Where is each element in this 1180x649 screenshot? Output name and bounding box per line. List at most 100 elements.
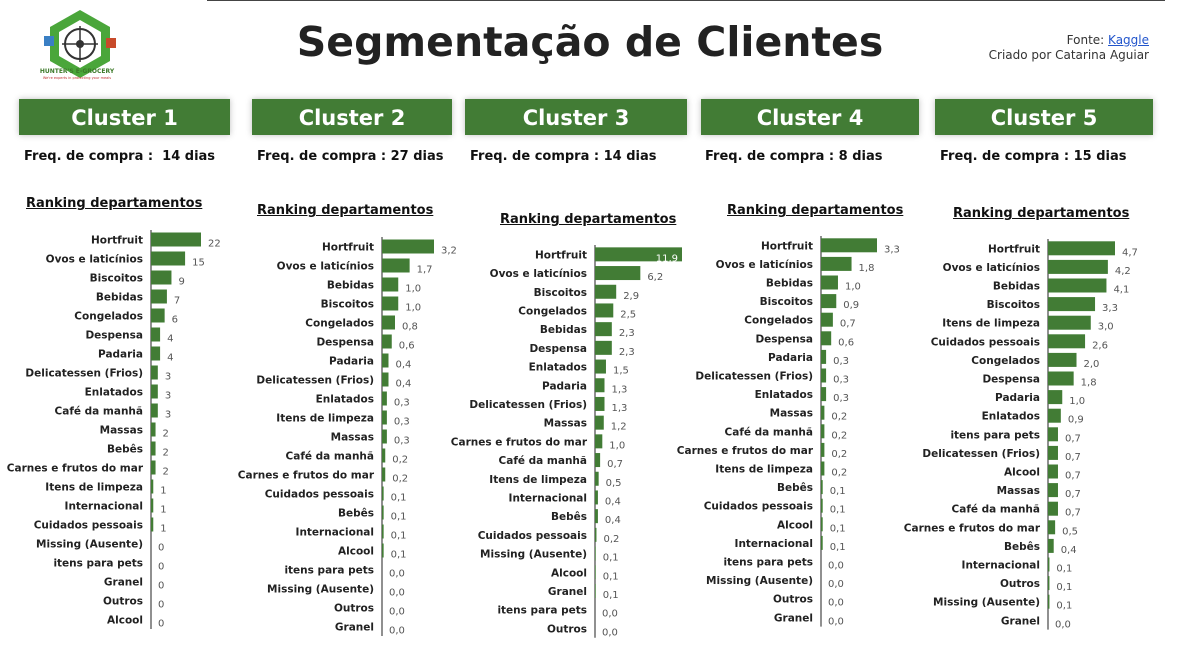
cluster-1-category-label: Despensa bbox=[85, 330, 143, 342]
cluster-3-category-label: Hortfruit bbox=[535, 249, 587, 261]
cluster-1-category-label: Massas bbox=[100, 425, 143, 437]
cluster-1-value-label: 4 bbox=[167, 353, 173, 364]
cluster-4-category-label: Café da manhã bbox=[725, 426, 813, 438]
cluster-4-value-label: 0,6 bbox=[838, 337, 854, 348]
cluster-3-value-label: 0,0 bbox=[602, 609, 618, 620]
cluster-5-category-label: Bebidas bbox=[993, 281, 1040, 293]
cluster-1-bar bbox=[151, 384, 158, 399]
cluster-2-category-label: Missing (Ausente) bbox=[267, 584, 374, 596]
cluster-1-category-label: Outros bbox=[103, 596, 143, 608]
cluster-4-category-label: Padaria bbox=[768, 352, 813, 364]
cluster-1-bar bbox=[151, 422, 156, 437]
cluster-2-bar bbox=[382, 258, 410, 273]
cluster-4-bar bbox=[821, 480, 823, 495]
cluster-2-bar bbox=[382, 353, 389, 368]
cluster-3-bar bbox=[595, 266, 641, 281]
cluster-3-freq: Freq. de compra : 14 dias bbox=[470, 149, 657, 164]
cluster-5-category-label: Itens de limpeza bbox=[942, 318, 1040, 330]
cluster-5-header: Cluster 5 bbox=[935, 99, 1153, 135]
cluster-3-category-label: Biscoitos bbox=[534, 287, 587, 299]
cluster-4-bar bbox=[821, 256, 852, 271]
cluster-2-value-label: 0,3 bbox=[394, 417, 410, 428]
cluster-3-value-label: 2,3 bbox=[619, 328, 635, 339]
cluster-4-value-label: 0,7 bbox=[840, 319, 856, 330]
cluster-2-category-label: Itens de limpeza bbox=[276, 413, 374, 425]
kaggle-link[interactable]: Kaggle bbox=[1108, 33, 1149, 47]
cluster-1-value-label: 3 bbox=[165, 410, 171, 421]
cluster-1-value-label: 0 bbox=[158, 619, 164, 630]
cluster-4-category-label: Granel bbox=[774, 612, 813, 624]
cluster-3-value-label: 0,1 bbox=[603, 571, 619, 582]
cluster-3-bar bbox=[595, 453, 601, 468]
cluster-2-bar bbox=[382, 467, 386, 482]
cluster-2-value-label: 0,1 bbox=[391, 550, 407, 561]
cluster-3-bar bbox=[595, 583, 596, 598]
cluster-2-value-label: 0,3 bbox=[394, 436, 410, 447]
cluster-5-bar bbox=[1048, 278, 1107, 293]
cluster-3-bar bbox=[595, 415, 604, 430]
cluster-4-value-label: 3,3 bbox=[884, 244, 900, 255]
cluster-1-bar bbox=[151, 517, 154, 532]
cluster-4-value-label: 0,1 bbox=[830, 523, 846, 534]
cluster-4-bar bbox=[821, 535, 823, 550]
hunters-grocery-logo bbox=[44, 10, 116, 78]
cluster-4-value-label: 1,8 bbox=[859, 263, 875, 274]
cluster-2-value-label: 0,0 bbox=[389, 626, 405, 637]
cluster-2-value-label: 0,8 bbox=[402, 322, 418, 333]
cluster-3-category-label: Ovos e laticínios bbox=[490, 268, 587, 280]
cluster-2-bar bbox=[382, 239, 434, 254]
cluster-5-bar bbox=[1048, 334, 1086, 349]
cluster-2-ranking-title: Ranking departamentos bbox=[257, 203, 434, 218]
cluster-2-bar bbox=[382, 505, 384, 520]
cluster-4-freq: Freq. de compra : 8 dias bbox=[705, 149, 883, 164]
cluster-2-value-label: 0,2 bbox=[392, 474, 408, 485]
cluster-5-value-label: 0,1 bbox=[1056, 601, 1072, 612]
cluster-3-category-label: Internacional bbox=[509, 492, 587, 504]
cluster-2-category-label: Despensa bbox=[316, 337, 374, 349]
cluster-3-category-label: Delicatessen (Frios) bbox=[469, 399, 587, 411]
cluster-3-bar bbox=[595, 340, 612, 355]
cluster-2-value-label: 1,7 bbox=[417, 265, 433, 276]
cluster-1-freq: Freq. de compra : 14 dias bbox=[24, 149, 216, 164]
cluster-4-category-label: Despensa bbox=[755, 333, 813, 345]
cluster-3-bar bbox=[595, 396, 605, 411]
cluster-2-category-label: Congelados bbox=[305, 318, 374, 330]
cluster-1-value-label: 7 bbox=[174, 296, 180, 307]
cluster-1-header: Cluster 1 bbox=[19, 99, 230, 135]
cluster-4-category-label: Alcool bbox=[777, 519, 813, 531]
top-divider-line bbox=[207, 0, 1165, 1]
cluster-4-category-label: Internacional bbox=[735, 538, 813, 550]
cluster-3-bar bbox=[595, 527, 597, 542]
cluster-2-category-label: Café da manhã bbox=[286, 451, 374, 463]
cluster-5-category-label: Biscoitos bbox=[987, 299, 1040, 311]
cluster-1-bar bbox=[151, 270, 172, 285]
cluster-3-value-label: 2,5 bbox=[620, 309, 636, 320]
cluster-5-bar bbox=[1048, 501, 1058, 516]
cluster-3-value-label: 2,9 bbox=[623, 291, 639, 302]
cluster-5-value-label: 0,1 bbox=[1056, 564, 1072, 575]
cluster-2-category-label: Massas bbox=[331, 432, 374, 444]
cluster-1-category-label: Bebês bbox=[107, 444, 143, 456]
cluster-3-value-label: 0,2 bbox=[603, 534, 619, 545]
cluster-1-bar bbox=[151, 498, 154, 513]
cluster-3-bar bbox=[595, 471, 599, 486]
cluster-2-freq: Freq. de compra : 27 dias bbox=[257, 149, 444, 164]
cluster-2-bar bbox=[382, 296, 399, 311]
cluster-5-value-label: 2,0 bbox=[1084, 359, 1100, 370]
cluster-3-bar bbox=[595, 490, 598, 505]
cluster-2-bar bbox=[382, 334, 392, 349]
cluster-2-bar bbox=[382, 543, 384, 558]
cluster-3-bar bbox=[595, 434, 603, 449]
cluster-1-bar bbox=[151, 308, 165, 323]
cluster-5-category-label: Outros bbox=[1000, 578, 1040, 590]
cluster-5-category-label: Internacional bbox=[962, 560, 1040, 572]
cluster-4-category-label: itens para pets bbox=[723, 557, 813, 569]
cluster-5-category-label: Ovos e laticínios bbox=[943, 262, 1040, 274]
cluster-2-header: Cluster 2 bbox=[252, 99, 452, 135]
cluster-1-category-label: Biscoitos bbox=[90, 273, 143, 285]
cluster-5-category-label: Delicatessen (Frios) bbox=[922, 448, 1040, 460]
cluster-4-value-label: 0,9 bbox=[843, 300, 859, 311]
cluster-1-bar bbox=[151, 251, 186, 266]
cluster-2-value-label: 1,0 bbox=[405, 284, 421, 295]
